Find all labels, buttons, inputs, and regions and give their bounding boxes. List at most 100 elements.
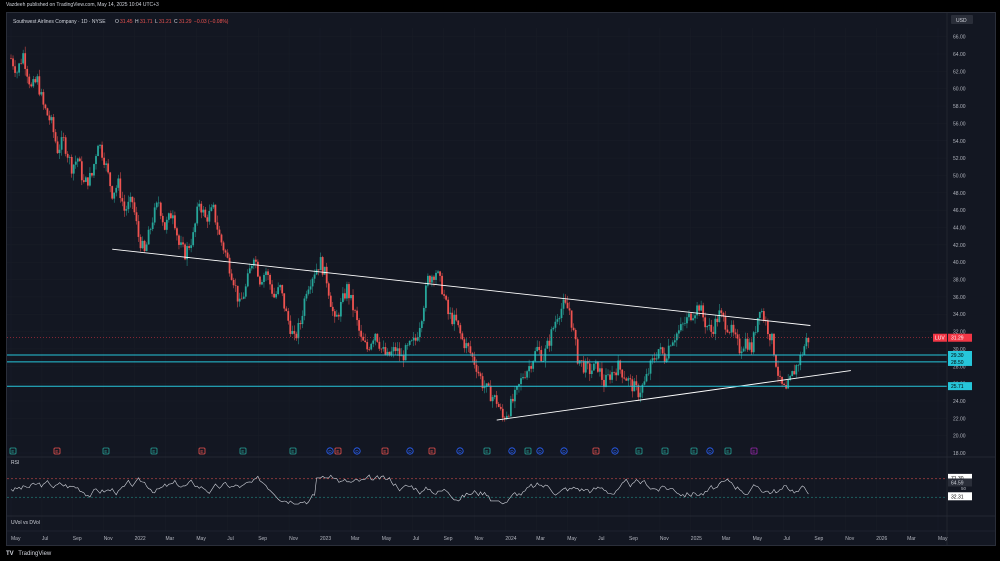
time-tick-label: Jul (598, 536, 604, 542)
price-tick-label: 40.00 (953, 260, 966, 266)
candle-body (481, 376, 484, 389)
event-letter: E (692, 449, 695, 454)
candle-body (431, 276, 433, 283)
price-label-text: 25.71 (951, 384, 964, 390)
candle-body (238, 298, 241, 302)
time-tick-label: Sep (629, 536, 638, 542)
candle-body (659, 347, 662, 350)
candle-body (167, 213, 170, 220)
candle-body (26, 68, 29, 77)
dividend-marker-ring (536, 447, 544, 455)
candle-body (758, 311, 761, 318)
currency-badge[interactable]: USD (951, 15, 973, 24)
candle-body (78, 158, 81, 162)
rsi-label[interactable]: RSI (11, 460, 19, 466)
earnings-marker: E (483, 447, 491, 455)
candle-body (184, 244, 186, 260)
earnings-marker: E (524, 447, 532, 455)
candle-body (321, 257, 324, 275)
dividend-marker-ring (406, 447, 414, 455)
candle-body (716, 318, 719, 323)
candle-body (631, 379, 634, 392)
candle-body (795, 365, 798, 375)
candle-body (609, 374, 611, 380)
time-tick-label: May (196, 536, 206, 542)
earnings-marker: E (750, 447, 758, 455)
candle-body (198, 203, 201, 207)
candle-body (311, 278, 314, 287)
time-tick-label: Mar (351, 536, 360, 542)
event-letter: D (613, 449, 617, 454)
candle-body (706, 326, 709, 328)
candle-body (514, 389, 516, 402)
candle-body (433, 276, 435, 280)
candle-body (62, 137, 65, 138)
candle-body (489, 385, 492, 402)
candle-body (647, 373, 650, 375)
candle-body (663, 353, 666, 363)
candle-body (665, 358, 668, 363)
extra-pane-label[interactable]: UVol vs DVol (11, 520, 40, 526)
price-tick-label: 60.00 (953, 87, 966, 93)
candle-body (119, 178, 122, 199)
candle-body (228, 257, 231, 274)
time-tick-label: Nov (289, 536, 298, 542)
candle-body (10, 58, 12, 59)
earnings-marker-box (150, 447, 158, 455)
candle-body (200, 203, 203, 213)
price-label-text: 31.29 (951, 336, 964, 342)
candle-body (562, 299, 565, 309)
candle-body (714, 318, 717, 334)
symbol-title[interactable]: Southwest Airlines Company · 1D · NYSE (13, 19, 106, 25)
candle-body (396, 348, 399, 351)
candle-body (730, 324, 733, 333)
time-tick-label: 2026 (876, 536, 887, 542)
symbol-tag-box (933, 333, 947, 342)
candle-body (303, 298, 306, 316)
candle-body (752, 332, 755, 353)
candle-body (655, 358, 658, 360)
drawings[interactable] (7, 248, 947, 421)
grid (7, 28, 947, 531)
candle-body (178, 235, 180, 245)
earnings-marker: E (381, 447, 389, 455)
candle-body (68, 156, 71, 158)
candle-body (186, 246, 188, 260)
candle-body (342, 293, 344, 302)
candle-body (673, 340, 676, 343)
candle-body (499, 406, 502, 409)
candle-body (542, 360, 545, 362)
time-axis[interactable]: May Jul Sep Nov 2022 Mar May Jul Sep Nov 2023 Mar Ma… (7, 530, 995, 542)
candle-body (105, 163, 108, 165)
earnings-marker-box (381, 447, 389, 455)
dividend-marker: D (508, 447, 516, 455)
time-tick-label: May (938, 536, 948, 542)
candle-body (261, 282, 263, 285)
candle-body (576, 339, 579, 364)
time-tick-label: 2025 (691, 536, 702, 542)
earnings-marker-box (524, 447, 532, 455)
candle-body (58, 149, 61, 154)
ohlc-c: 31.29 (179, 19, 192, 25)
candle-body (453, 314, 456, 325)
dividend-marker: D (406, 447, 414, 455)
candle-body (323, 266, 326, 275)
footer[interactable]: TV TradingView (0, 548, 1000, 561)
candle-body (740, 351, 743, 354)
candle-body (281, 285, 284, 294)
candle-body (384, 347, 387, 355)
candle-body (420, 321, 423, 328)
price-axis[interactable]: 66.00 64.00 62.00 60.00 58.00 56.00 54.00 52.00… (946, 13, 995, 545)
candle-body (82, 180, 85, 182)
earnings-marker: E (635, 447, 643, 455)
candle-body (325, 266, 328, 284)
candle-body (516, 386, 518, 390)
candle-body (710, 324, 713, 332)
candle-body (103, 157, 105, 165)
candle-body (779, 375, 781, 377)
candle-body (145, 244, 148, 252)
